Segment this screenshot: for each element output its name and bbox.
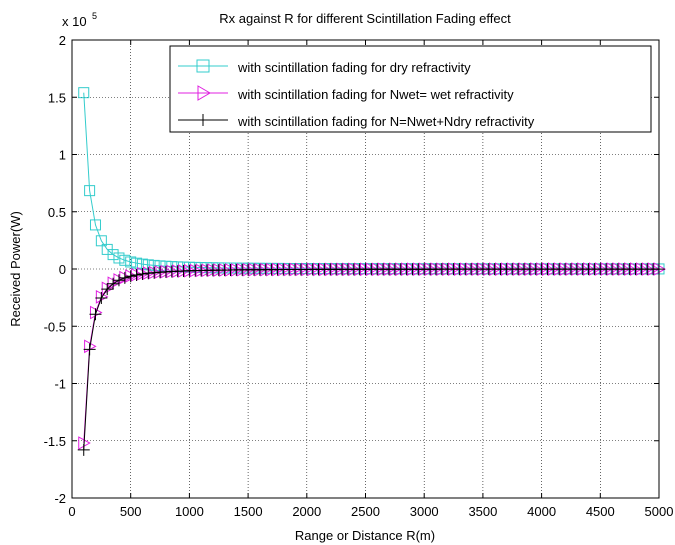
- y-tick-label: 1.5: [48, 90, 66, 105]
- x-tick-label: 4500: [586, 504, 615, 519]
- x-tick-label: 3000: [410, 504, 439, 519]
- data-point: [101, 283, 114, 296]
- y-tick-label: -1: [54, 377, 66, 392]
- x-tick-label: 4000: [527, 504, 556, 519]
- series-line: [83, 268, 659, 450]
- legend-label-wet: with scintillation fading for Nwet= wet …: [237, 87, 514, 102]
- data-point: [142, 267, 155, 280]
- data-point: [95, 291, 108, 304]
- chart-title: Rx against R for different Scintillation…: [219, 11, 511, 26]
- data-point: [77, 443, 90, 456]
- x-axis-label: Range or Distance R(m): [295, 528, 435, 543]
- y-tick-label: -1.5: [44, 434, 66, 449]
- legend-marker-total: [197, 114, 209, 126]
- x-tick-label: 2000: [292, 504, 321, 519]
- data-point: [136, 268, 149, 281]
- data-point: [83, 343, 96, 356]
- legend-box: [169, 45, 652, 133]
- y-tick-label: -0.5: [44, 319, 66, 334]
- axis-ticks: 0 500 1000 1500 2000 2500 3000 3500 4000 4500 5000…: [44, 33, 674, 519]
- data-point: [84, 185, 96, 197]
- y-tick-label: -2: [54, 491, 66, 506]
- data-point: [131, 257, 143, 269]
- y-tick-label: 0: [59, 262, 66, 277]
- x-tick-label: 3500: [468, 504, 497, 519]
- data-point: [130, 268, 143, 281]
- data-point: [112, 274, 125, 287]
- legend-label-dry: with scintillation fading for dry refrac…: [237, 60, 471, 75]
- series-1: [78, 262, 667, 450]
- series-line: [83, 268, 659, 444]
- legend-label-total: with scintillation fading for N=Nwet+Ndr…: [237, 114, 535, 129]
- y-exponent-power: 5: [92, 11, 97, 21]
- data-point: [89, 308, 102, 321]
- data-point: [125, 256, 137, 268]
- data-point: [118, 271, 131, 284]
- y-tick-label: 0.5: [48, 205, 66, 220]
- legend-marker-wet: [197, 85, 211, 101]
- legend: with scintillation fading for dry refrac…: [169, 45, 652, 133]
- data-point: [107, 277, 120, 290]
- series-2: [77, 263, 665, 456]
- data-point: [95, 235, 107, 247]
- legend-marker-dry: [196, 59, 210, 73]
- y-exponent-label: x 10: [62, 14, 87, 29]
- x-tick-label: 500: [120, 504, 142, 519]
- x-tick-label: 1500: [234, 504, 263, 519]
- y-tick-label: 2: [59, 33, 66, 48]
- x-tick-label: 5000: [645, 504, 674, 519]
- x-tick-label: 2500: [351, 504, 380, 519]
- y-axis-label: Received Power(W): [8, 211, 23, 327]
- x-tick-label: 1000: [175, 504, 204, 519]
- data-point: [119, 254, 131, 266]
- y-tick-label: 1: [59, 148, 66, 163]
- data-point: [113, 252, 125, 264]
- data-point: [124, 270, 137, 283]
- x-tick-label: 0: [68, 504, 75, 519]
- data-point: [89, 219, 101, 231]
- data-point: [78, 87, 90, 99]
- data-point: [107, 249, 119, 261]
- series-group: [77, 87, 667, 456]
